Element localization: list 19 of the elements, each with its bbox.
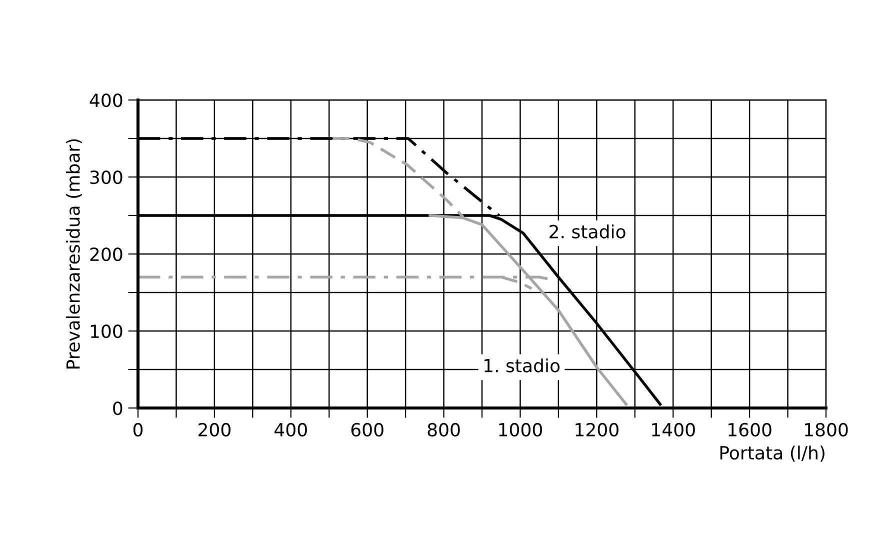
y-tick-label: 400 (90, 93, 122, 108)
x-tick-label: 1800 (805, 422, 848, 437)
series-label: 1. stadio (484, 358, 560, 372)
y-tick-label: 200 (90, 247, 122, 262)
x-axis-title: Portata (l/h) (720, 446, 824, 462)
x-tick-label: 400 (274, 422, 307, 437)
x-tick-label: 200 (198, 422, 230, 437)
x-tick-label: 1600 (728, 422, 772, 437)
x-tick-label: 0 (133, 422, 143, 437)
x-tick-label: 600 (351, 422, 384, 437)
y-tick-label: 0 (113, 401, 122, 416)
x-tick-label: 800 (428, 422, 460, 437)
y-axis-title: Prevalenzaresidua (mbar) (66, 139, 82, 368)
x-tick-label: 1000 (499, 422, 542, 437)
y-tick-label: 100 (90, 324, 122, 338)
x-tick-label: 1200 (576, 422, 618, 437)
y-tick-label: 300 (90, 170, 122, 184)
x-tick-label: 1400 (652, 422, 695, 437)
series-label: 2. stadio (550, 224, 626, 238)
